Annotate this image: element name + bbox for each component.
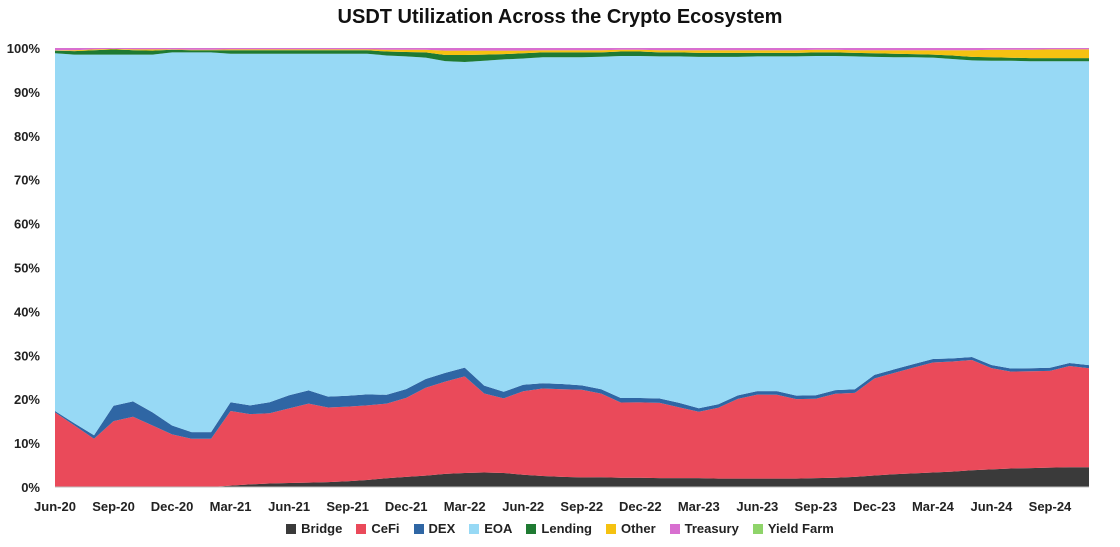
legend-item-yield-farm: Yield Farm [752,521,834,536]
area-treasury [55,48,1089,51]
y-tick-label: 0% [21,480,40,495]
legend-swatch [669,523,680,534]
y-tick-label: 100% [7,41,41,56]
x-tick-label: Dec-23 [853,499,896,514]
x-tick-label: Sep-23 [795,499,838,514]
legend-label: DEX [428,521,456,536]
legend-swatch [526,523,537,534]
y-tick-label: 40% [14,304,40,319]
x-tick-label: Sep-22 [560,499,603,514]
legend-label: Lending [541,521,592,536]
chart-title: USDT Utilization Across the Crypto Ecosy… [337,6,783,28]
legend-item-eoa: EOA [469,521,512,536]
x-tick-label: Dec-20 [151,499,194,514]
y-tick-label: 10% [14,436,40,451]
x-tick-label: Dec-21 [385,499,428,514]
x-tick-label: Jun-22 [502,499,544,514]
area-dex [55,356,1089,439]
x-tick-label: Mar-21 [210,499,252,514]
x-tick-label: Mar-22 [444,499,486,514]
x-tick-label: Mar-23 [678,499,720,514]
y-tick-label: 60% [14,217,40,232]
x-axis: Jun-20 Sep-20 Dec-20 Mar-21 Jun-21 Sep-21 Dec-… [34,486,1089,514]
legend-label: Bridge [301,521,343,536]
y-axis: 0% 10% 20% 30% 40% 50% 60% 70% 80% 90% 100% [7,41,41,495]
area-bridge [55,467,1089,487]
legend-swatch [469,523,480,534]
legend-item-bridge: Bridge [286,521,342,536]
y-tick-label: 80% [14,129,40,144]
legend-item-other: Other [605,521,656,536]
legend-swatch [356,523,367,534]
legend-label: Treasury [684,521,739,536]
area-other [55,48,1089,59]
x-tick-label: Dec-22 [619,499,662,514]
y-tick-label: 20% [14,392,40,407]
x-tick-label: Jun-21 [268,499,310,514]
legend-label: Yield Farm [767,521,834,536]
area-lending [55,49,1089,63]
legend-item-cefi: CeFi [356,521,400,536]
legend-item-treasury: Treasury [669,521,739,536]
legend-swatch [413,523,424,534]
y-tick-label: 70% [14,173,40,188]
y-tick-label: 50% [14,261,40,276]
x-tick-label: Sep-24 [1029,499,1072,514]
y-tick-label: 30% [14,348,40,363]
legend-item-dex: DEX [413,521,456,536]
legend: Bridge CeFi DEX EOA Lending Other Treasury Yiel… [0,521,1120,536]
y-tick-label: 90% [14,85,40,100]
legend-swatch [752,523,763,534]
x-tick-label: Jun-24 [970,499,1013,514]
area-layers [55,48,1089,487]
legend-label: Other [620,521,656,536]
legend-item-lending: Lending [526,521,592,536]
stacked-area-chart: 0% 10% 20% 30% 40% 50% 60% 70% 80% 90% 100% Jun-20… [7,41,1089,514]
x-tick-label: Jun-20 [34,499,76,514]
x-tick-label: Jun-23 [736,499,778,514]
area-eoa [55,52,1089,436]
legend-swatch [605,523,616,534]
x-tick-label: Mar-24 [912,499,955,514]
legend-label: CeFi [371,521,400,536]
area-cefi [55,360,1089,487]
x-tick-label: Sep-21 [326,499,369,514]
x-tick-label: Sep-20 [92,499,135,514]
legend-swatch [286,523,297,534]
legend-label: EOA [484,521,513,536]
